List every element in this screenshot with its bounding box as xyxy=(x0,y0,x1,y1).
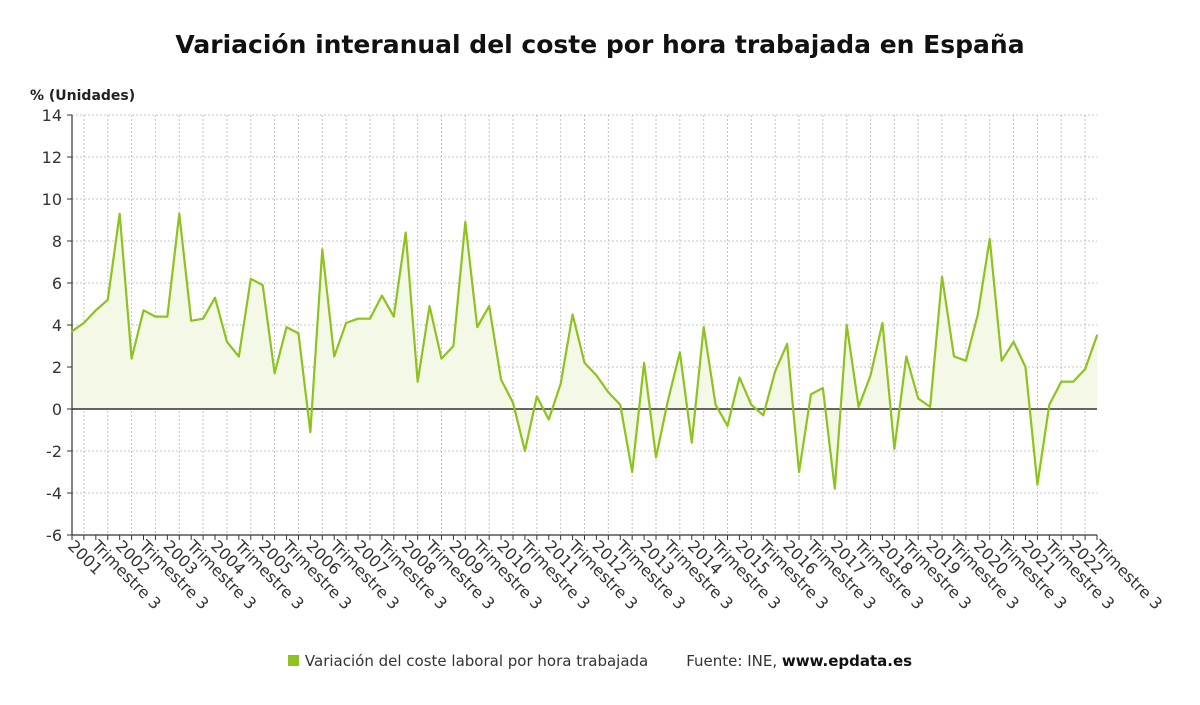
y-tick-label: 12 xyxy=(42,148,62,167)
source-prefix: Fuente: INE, xyxy=(686,652,778,670)
y-tick-label: 8 xyxy=(52,232,62,251)
y-tick-label: -6 xyxy=(46,526,62,545)
y-tick-label: 4 xyxy=(52,316,62,335)
y-tick-label: 0 xyxy=(52,400,62,419)
axes xyxy=(67,114,1098,540)
y-tick-label: 10 xyxy=(42,190,62,209)
y-tick-label: -4 xyxy=(46,484,62,503)
y-tick-label: 6 xyxy=(52,274,62,293)
y-tick-labels: -6 -4 -2 0 2 4 6 8 10 12 14 xyxy=(42,106,62,545)
source-site: www.epdata.es xyxy=(781,652,913,670)
gridlines xyxy=(72,114,1097,535)
legend-swatch xyxy=(287,655,299,666)
y-axis-label: % (Unidades) xyxy=(30,88,135,104)
legend: Variación del coste laboral por hora tra… xyxy=(0,652,1200,670)
legend-series-label: Variación del coste laboral por hora tra… xyxy=(304,652,649,670)
y-tick-label: -2 xyxy=(46,442,62,461)
y-tick-label: 2 xyxy=(52,358,62,377)
y-tick-label: 14 xyxy=(42,106,62,125)
chart-title: Variación interanual del coste por hora … xyxy=(175,30,1025,59)
series-line xyxy=(70,212,1099,490)
